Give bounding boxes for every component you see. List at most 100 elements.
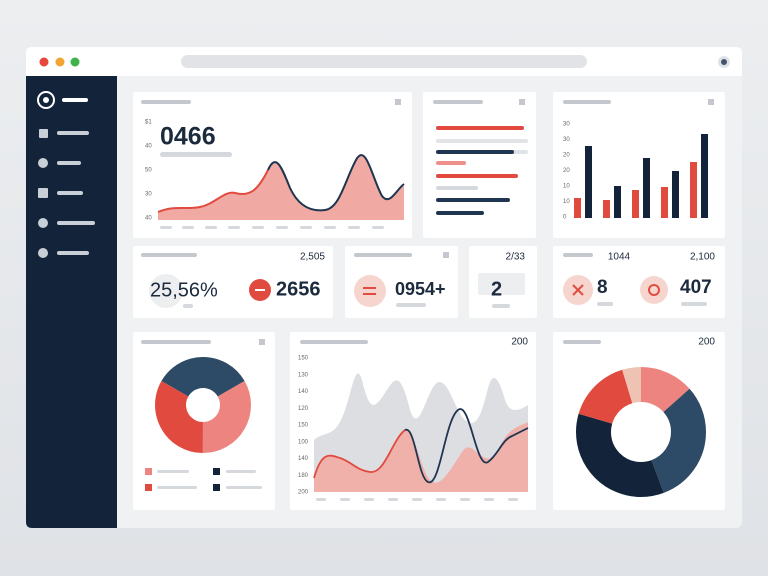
- column: [614, 186, 621, 218]
- stat-icon: [354, 275, 386, 307]
- revenue-caption: [160, 152, 232, 157]
- axis-label: 150: [298, 356, 309, 362]
- column: [672, 171, 679, 218]
- axis-label: 140: [298, 456, 309, 462]
- extension-glyph: [721, 59, 727, 65]
- stat-corner: 2,100: [690, 252, 715, 263]
- stat-icon: [149, 274, 183, 308]
- axis-label: 10: [563, 184, 570, 190]
- donut-segment: [155, 356, 251, 453]
- card-menu[interactable]: [259, 339, 265, 345]
- card-menu[interactable]: [443, 252, 449, 258]
- sidebar: [26, 76, 117, 528]
- column: [643, 158, 650, 218]
- stat-corner: 2,505: [300, 252, 325, 263]
- progress-bar: [436, 186, 478, 190]
- primary-line: [313, 429, 406, 479]
- menu-item[interactable]: [57, 161, 81, 165]
- stat-icon: [640, 276, 668, 304]
- column: [661, 187, 668, 218]
- stat-percent: 25,56%: [150, 279, 218, 301]
- card-corner: 200: [511, 337, 528, 348]
- minimize-button[interactable]: [55, 57, 65, 67]
- menu-item[interactable]: [57, 251, 89, 255]
- stat-count: 407: [680, 277, 712, 298]
- card-title: [563, 340, 601, 344]
- progress-bar: [436, 198, 510, 202]
- stat-value: 2: [491, 278, 502, 300]
- progress-bar: [436, 161, 466, 165]
- axis-label: 30: [563, 122, 570, 128]
- secondary-line: [404, 408, 529, 483]
- axis-label: 200: [298, 490, 309, 496]
- revenue-line: [157, 169, 269, 213]
- progress-bar: [436, 150, 514, 154]
- axis-label: 30: [563, 137, 570, 143]
- column-chart: [574, 134, 708, 218]
- card-headers: [141, 99, 714, 345]
- card-title: [141, 253, 197, 257]
- card: [553, 246, 725, 318]
- stat-glyph: [648, 284, 660, 296]
- revenue-value: 0466: [160, 123, 216, 151]
- stat-glyph: [572, 284, 584, 296]
- stat-caption: [492, 304, 510, 308]
- sidebar-menu: [37, 91, 95, 258]
- card-menu[interactable]: [708, 99, 714, 105]
- card-menu[interactable]: [519, 99, 525, 105]
- progress-list: [436, 126, 528, 215]
- stat-corner: 2/33: [506, 252, 526, 263]
- donut-small: [155, 356, 251, 453]
- axis-label: 150: [298, 423, 309, 429]
- menu-item[interactable]: [57, 191, 83, 195]
- primary-area: [314, 422, 528, 492]
- menu-item[interactable]: [62, 98, 88, 102]
- card: [133, 246, 333, 318]
- axis-label: $1: [145, 120, 152, 126]
- address-bar[interactable]: [181, 55, 587, 68]
- menu-icon: [38, 248, 48, 258]
- axis-label: 130: [298, 372, 309, 378]
- card-title: [563, 100, 611, 104]
- card: [553, 92, 725, 238]
- stat-caption: [396, 303, 426, 307]
- menu-item[interactable]: [57, 131, 89, 135]
- card-menu[interactable]: [395, 99, 401, 105]
- maximize-button[interactable]: [70, 57, 80, 67]
- x-axis-placeholders: [160, 226, 384, 229]
- donut-segment: [576, 367, 706, 497]
- stat-glyph: [363, 287, 376, 289]
- card-title: [433, 100, 483, 104]
- axis-label: 180: [298, 473, 309, 479]
- axis-label: 140: [298, 389, 309, 395]
- stat-glyph: [363, 293, 376, 295]
- stat-value: 0954+: [395, 279, 446, 299]
- logo[interactable]: [37, 91, 55, 109]
- card-title: [300, 340, 368, 344]
- stat-corner: 1044: [608, 252, 631, 263]
- revenue-line: [267, 154, 405, 212]
- card-title: [141, 340, 211, 344]
- donut-segment: [576, 367, 706, 497]
- menu-icon: [38, 218, 48, 228]
- column: [574, 198, 581, 218]
- axis-label: 20: [563, 153, 570, 159]
- axis-label: 50: [145, 168, 152, 174]
- axis-label: 100: [298, 439, 309, 445]
- axis-label: 120: [298, 406, 309, 412]
- column: [690, 162, 697, 218]
- column: [701, 134, 708, 218]
- menu-item[interactable]: [57, 221, 95, 225]
- progress-track: [436, 139, 528, 143]
- close-button[interactable]: [39, 57, 49, 67]
- x-axis-placeholders: [316, 498, 518, 501]
- axis-label: 10: [563, 199, 570, 205]
- axis-label: 0: [563, 215, 567, 221]
- card-title: [563, 253, 593, 257]
- stat-count: 2656: [276, 278, 321, 300]
- progress-bar: [436, 174, 518, 178]
- stat-glyph: [255, 289, 265, 291]
- axis-label: 40: [145, 216, 152, 222]
- stat-caption: [183, 304, 193, 308]
